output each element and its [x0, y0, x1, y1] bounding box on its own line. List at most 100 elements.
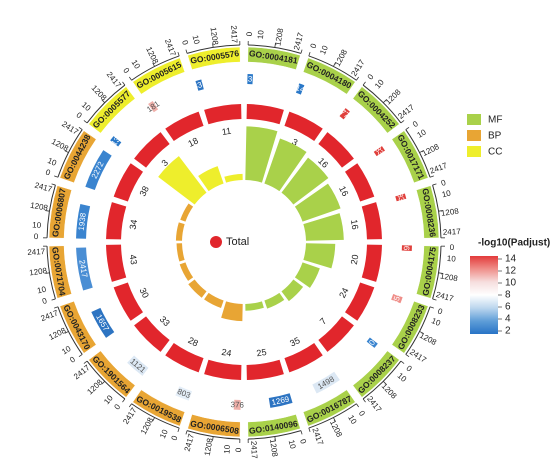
scale-tick-label: 1208 [384, 87, 403, 106]
term-band [416, 245, 440, 299]
scale-tick-label: 10 [415, 127, 428, 140]
scale-tick [122, 398, 126, 403]
gene-count-segment [134, 132, 170, 168]
scale-ring-segment [86, 360, 126, 400]
rich-factor-bar [294, 183, 341, 222]
scale-tick [128, 403, 132, 408]
scale-tick-label: 1208 [333, 48, 350, 68]
scale-tick [333, 417, 336, 422]
scale-tick [274, 436, 276, 441]
scale-tick [429, 175, 434, 178]
term-band [302, 57, 356, 95]
scale-tick [362, 81, 366, 86]
background-count-bar [195, 79, 204, 91]
scale-tick-label: 0 [366, 72, 376, 81]
background-count-label: 83 [373, 145, 386, 158]
gene-count-label: 16 [349, 219, 360, 230]
scale-tick [185, 430, 188, 435]
colorbar-tick-label: 14 [505, 254, 517, 265]
colorbar-tick-label: 10 [505, 278, 517, 289]
scale-tick-label: 0 [41, 296, 48, 306]
gene-count-segment [165, 343, 204, 373]
scale-ring-segment [186, 430, 240, 440]
colorbar-gradient [470, 256, 498, 334]
background-count-bar [76, 203, 91, 239]
center-label: Total [226, 236, 249, 248]
rich-factor-bar [294, 262, 320, 288]
gene-count-segment [113, 163, 143, 202]
term-band [132, 57, 186, 95]
scale-tick [300, 49, 303, 54]
scale-tick [300, 430, 303, 435]
scale-tick [64, 150, 69, 153]
scale-tick-label: 2417 [443, 227, 462, 237]
scale-tick-label: 2417 [429, 161, 449, 176]
scale-tick-label: 2417 [365, 394, 384, 414]
rich-factor-bar [303, 243, 336, 269]
scale-tick [400, 360, 405, 364]
gene-count-label: 20 [349, 254, 360, 265]
background-count-label: 1938 [77, 212, 88, 231]
scale-tick-label: 10 [346, 413, 359, 426]
background-count-label: 337 [192, 79, 208, 91]
scale-tick-label: 0 [234, 447, 243, 452]
scale-tick [212, 436, 214, 441]
rich-factor-bar [175, 222, 185, 241]
gene-count-segment [361, 202, 382, 240]
scale-tick-label: 10 [447, 254, 457, 264]
scale-tick-label: 2417 [183, 432, 197, 452]
scale-tick-label: 10 [318, 44, 330, 56]
background-count-bar [247, 74, 254, 85]
scale-tick [78, 354, 83, 358]
background-count-label: 109 [365, 334, 381, 350]
colorbar-tick-label: 4 [505, 314, 511, 325]
gene-count-label: 24 [337, 286, 350, 299]
term-band [416, 185, 440, 239]
background-count-bar [76, 247, 93, 291]
scale-ring-segment [405, 306, 431, 355]
scale-tick-label: 1208 [380, 382, 399, 401]
scale-tick-label: 2417 [292, 31, 306, 51]
background-count-label: 131 [243, 74, 257, 84]
scale-tick-label: 0 [170, 434, 180, 442]
background-count-label: 803 [176, 387, 192, 400]
scale-ring-segment [405, 129, 431, 178]
term-band [247, 414, 301, 438]
gene-count-label: 18 [186, 135, 199, 148]
scale-tick-label: 2417 [349, 58, 367, 78]
scale-tick-label: 0 [404, 364, 413, 374]
scale-tick-label: 1208 [50, 137, 70, 154]
background-count-bar [85, 150, 112, 191]
scale-tick-label: 1208 [209, 27, 221, 46]
legend-swatch [467, 114, 481, 125]
colorbar-tick-label: 2 [505, 326, 511, 337]
scale-tick-label: 10 [191, 34, 202, 45]
scale-tick-label: 1208 [85, 377, 104, 396]
gene-count-segment [106, 244, 127, 282]
scale-tick-label: 10 [32, 220, 42, 230]
gene-count-segment [345, 282, 375, 321]
scale-tick [405, 354, 410, 358]
scale-tick [356, 76, 360, 81]
scale-tick-label: 0 [75, 110, 84, 120]
gene-count-segment [345, 163, 375, 202]
rich-factor-bar [224, 173, 243, 183]
scale-tick [51, 298, 56, 301]
rich-factor-bar [245, 126, 278, 183]
legend-label: MF [488, 115, 502, 126]
scale-tick-label: 1208 [29, 201, 49, 213]
scale-tick-label: 0 [357, 409, 367, 418]
scale-tick-label: 10 [396, 371, 409, 384]
rich-factor-bar [180, 203, 194, 222]
scale-tick-label: 1208 [440, 206, 459, 218]
scale-ring-segment [248, 44, 302, 54]
background-count-label: 355 [390, 290, 403, 306]
gene-count-segment [284, 343, 323, 373]
scale-tick-label: 10 [441, 188, 452, 199]
gene-count-label: 7 [318, 316, 329, 327]
scale-ring-segment [46, 246, 56, 300]
term-band [187, 414, 241, 438]
rich-factor-bar [179, 262, 194, 281]
rich-factor-bar [281, 279, 304, 302]
